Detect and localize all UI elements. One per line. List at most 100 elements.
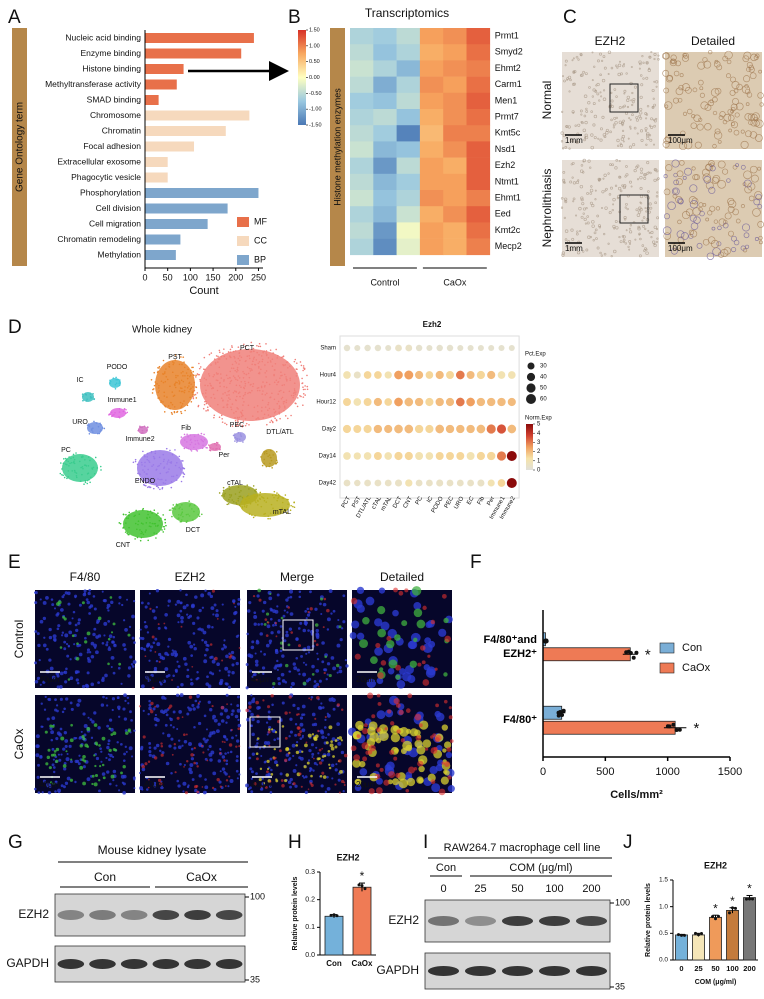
nucleus <box>219 747 222 751</box>
f480-signal <box>53 749 57 753</box>
tissue-texture <box>618 106 622 110</box>
tissue-texture <box>631 91 634 95</box>
tissue-texture <box>663 136 671 145</box>
nucleus <box>230 703 233 706</box>
ezh2-signal <box>386 709 392 714</box>
nucleus <box>127 702 130 705</box>
legend-title: Norm.Exp <box>525 416 552 422</box>
row-label: Hour12 <box>316 400 336 406</box>
f480-signal <box>52 782 55 785</box>
umap-point <box>302 396 305 398</box>
nucleus <box>279 625 283 628</box>
umap-point <box>153 522 155 525</box>
nucleus <box>105 756 108 760</box>
umap-point <box>168 509 171 511</box>
nucleus <box>128 625 132 628</box>
nucleus <box>187 706 190 709</box>
tissue-texture <box>640 171 643 175</box>
umap-point <box>237 346 240 348</box>
nucleus <box>304 610 308 613</box>
umap-point <box>141 464 143 466</box>
umap-point <box>282 402 285 405</box>
umap-point <box>191 508 193 510</box>
tissue-texture <box>711 176 719 185</box>
umap-point <box>168 363 170 366</box>
tissue-texture <box>653 52 657 57</box>
tissue-texture <box>614 184 618 188</box>
umap-point <box>153 532 155 534</box>
nucleus <box>179 693 184 697</box>
legend-swatch <box>237 217 249 227</box>
umap-point <box>223 348 225 350</box>
nucleus <box>331 777 334 780</box>
dot <box>456 424 465 434</box>
umap-point <box>203 403 206 406</box>
umap-point <box>302 386 304 388</box>
nucleus <box>64 591 68 595</box>
cluster-label: Fib <box>181 425 191 432</box>
x-tick-label: 200 <box>743 964 756 973</box>
nucleus <box>205 728 208 731</box>
tissue-texture <box>710 239 720 249</box>
umap-point <box>264 372 266 374</box>
heatmap-cell <box>466 76 491 94</box>
umap-point <box>159 488 161 491</box>
nucleus <box>374 618 383 627</box>
umap-point <box>141 509 144 511</box>
x-tick-label: 100 <box>183 272 198 282</box>
umap-point <box>190 371 193 374</box>
tissue-texture <box>677 198 684 205</box>
heatmap-cell <box>443 109 467 126</box>
tissue-texture <box>597 137 600 140</box>
row-label: Day2 <box>322 427 337 433</box>
nucleus <box>222 734 227 739</box>
f480-signal <box>414 739 423 748</box>
umap-point <box>247 372 250 375</box>
tissue-texture <box>628 242 632 245</box>
tissue-texture <box>612 203 615 206</box>
ezh2-signal <box>148 778 150 781</box>
nucleus <box>387 667 395 675</box>
tissue-texture <box>620 137 625 141</box>
y-tick-label: 0.0 <box>659 957 668 964</box>
heatmap-cell <box>419 109 444 126</box>
ezh2-signal <box>435 734 442 741</box>
umap-point <box>165 376 168 378</box>
nucleus <box>298 756 302 760</box>
blot-band <box>464 966 497 976</box>
umap-point <box>258 367 260 369</box>
nucleus <box>378 587 386 594</box>
tissue-texture <box>636 213 641 217</box>
umap-point <box>223 495 225 497</box>
heatmap-cell <box>350 222 374 239</box>
axis-label-box <box>330 28 345 266</box>
tissue-texture <box>616 197 619 200</box>
umap-point <box>147 513 149 516</box>
nucleus <box>306 607 310 611</box>
nucleus <box>145 675 149 680</box>
umap-point <box>73 458 76 461</box>
umap-point <box>135 509 137 512</box>
nucleus <box>51 763 55 767</box>
tissue-texture <box>731 246 737 253</box>
tissue-texture <box>717 180 726 189</box>
umap-point <box>286 380 288 382</box>
nucleus <box>251 717 255 722</box>
scale-bar-label: 40μm <box>39 780 60 789</box>
nucleus <box>306 645 311 650</box>
umap-point <box>227 351 230 353</box>
umap-point <box>181 363 183 366</box>
umap-point <box>205 410 207 412</box>
nucleus <box>205 647 209 652</box>
tissue-texture <box>642 216 646 219</box>
tissue-texture <box>639 129 644 133</box>
nucleus <box>198 700 202 703</box>
f480-signal <box>405 744 413 752</box>
tissue-texture <box>701 168 710 177</box>
data-point <box>357 883 361 887</box>
ezh2-signal <box>160 753 164 757</box>
tissue-texture <box>589 166 592 169</box>
tissue-texture <box>705 217 710 222</box>
f480-signal <box>325 741 329 745</box>
nucleus <box>289 589 294 594</box>
